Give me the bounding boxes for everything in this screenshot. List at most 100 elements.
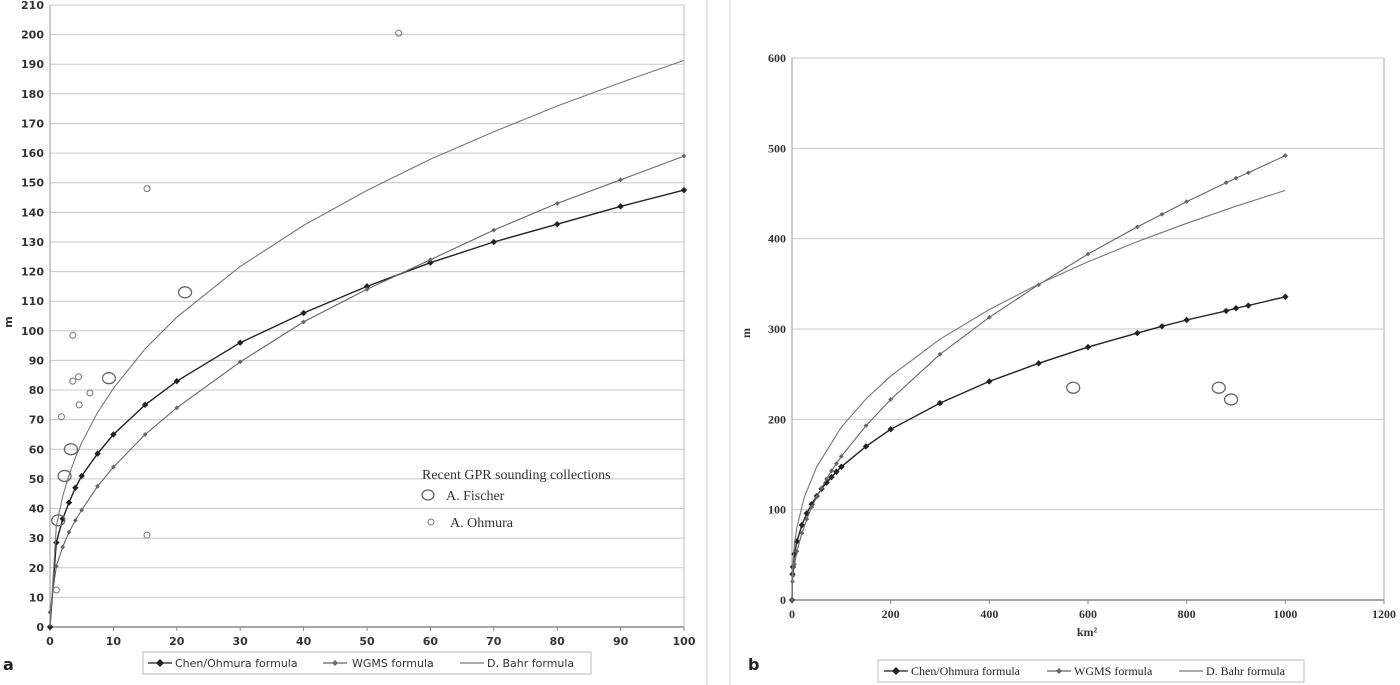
data-point-chen-ohmura-formula: [986, 378, 993, 385]
legend-item-bahr: D. Bahr formula: [487, 657, 574, 670]
data-point-wgms-formula: [863, 423, 869, 429]
data-point-wgms-formula: [834, 461, 839, 466]
data-point-wgms-formula: [824, 476, 829, 482]
data-point-wgms-formula: [1184, 199, 1190, 205]
data-point-chen-ohmura-formula: [828, 473, 835, 481]
scatter-point-a-fischer: [1223, 393, 1239, 406]
panel-label-b: b: [748, 655, 759, 674]
data-point-wgms-formula: [814, 494, 820, 500]
y-tick-label: 80: [29, 384, 45, 397]
scatter-point-a-fischer: [1211, 381, 1226, 394]
x-tick-label: 70: [486, 635, 502, 648]
scatter-point-a-ohmura: [52, 586, 60, 594]
data-point-wgms-formula: [428, 257, 433, 263]
data-point-wgms-formula: [799, 530, 805, 536]
y-tick-label: 140: [21, 206, 44, 219]
data-point-chen-ohmura-formula: [1134, 329, 1141, 337]
y-tick-label: 120: [21, 266, 44, 279]
data-point-chen-ohmura-formula: [1282, 293, 1289, 300]
data-point-chen-ohmura-formula: [862, 443, 870, 450]
ohmura-legend-marker: [427, 518, 435, 526]
x-tick-label: 0: [789, 607, 795, 621]
data-point-chen-ohmura-formula: [72, 484, 79, 491]
scatter-point-a-fischer: [57, 469, 72, 483]
data-point-chen-ohmura-formula: [237, 339, 244, 346]
data-point-chen-ohmura-formula: [53, 539, 60, 546]
data-point-wgms-formula: [491, 227, 497, 233]
data-point-chen-ohmura-formula: [798, 521, 806, 529]
x-tick-label: 1200: [1372, 607, 1396, 621]
y-axis-label-a: m: [2, 316, 15, 327]
x-tick-label: 800: [1178, 607, 1196, 621]
y-tick-label: 300: [768, 322, 786, 336]
scatter-point-a-ohmura: [69, 377, 77, 385]
scatter-point-a-fischer: [51, 514, 66, 527]
y-tick-label: 180: [21, 88, 44, 101]
series-line-chen-ohmura-formula: [49, 189, 685, 628]
data-point-chen-ohmura-formula: [554, 220, 561, 228]
panel-label-a: a: [3, 655, 14, 674]
data-point-wgms-formula: [111, 464, 116, 470]
y-tick-label: 10: [29, 591, 45, 604]
y-tick-label: 200: [768, 412, 786, 426]
y-tick-label: 210: [21, 0, 44, 12]
y-tick-label: 20: [29, 562, 45, 575]
y-tick-label: 100: [21, 325, 44, 338]
data-point-wgms-formula: [53, 563, 59, 569]
data-point-chen-ohmura-formula: [1158, 323, 1166, 330]
data-point-chen-ohmura-formula: [936, 399, 944, 407]
data-point-wgms-formula: [1036, 282, 1042, 288]
data-point-wgms-formula: [809, 504, 815, 510]
y-tick-label: 600: [768, 51, 786, 65]
series-line-d-bahr-formula: [49, 59, 685, 628]
data-point-chen-ohmura-formula: [617, 203, 624, 210]
data-point-chen-ohmura-formula: [808, 501, 815, 508]
data-point-wgms-formula: [1245, 170, 1251, 176]
data-point-wgms-formula: [794, 548, 800, 554]
data-point-wgms-formula: [790, 573, 796, 579]
data-point-wgms-formula: [60, 544, 66, 550]
chen-ohmura-legend-marker: [892, 667, 900, 675]
y-tick-label: 30: [29, 532, 45, 545]
data-point-chen-ohmura-formula: [300, 309, 307, 317]
data-point-wgms-formula: [937, 351, 943, 357]
chart-panel-a: 0102030405060708090100110120130140150160…: [21, 0, 696, 648]
scatter-point-a-ohmura: [143, 185, 151, 193]
x-tick-label: 30: [233, 635, 249, 648]
data-point-wgms-formula: [1282, 153, 1288, 158]
y-tick-label: 100: [768, 503, 786, 517]
y-tick-label: 150: [21, 177, 44, 190]
data-point-wgms-formula: [142, 432, 148, 437]
x-tick-label: 200: [882, 607, 900, 621]
y-tick-label: 90: [29, 354, 45, 367]
data-point-wgms-formula: [66, 529, 72, 535]
chart-panel-b: 0 100 200 300 400 500 600 0 200 400 600 800 1000 1200: [768, 51, 1396, 621]
data-point-chen-ohmura-formula: [833, 468, 840, 475]
y-tick-label: 0: [780, 593, 786, 607]
legend-item-wgms: WGMS formula: [352, 657, 434, 670]
scatter-point-a-ohmura: [86, 389, 94, 397]
data-point-chen-ohmura-formula: [1232, 305, 1240, 312]
legend-item-wgms: WGMS formula: [1074, 664, 1153, 678]
scatter-point-a-fischer: [63, 443, 79, 456]
data-point-chen-ohmura-formula: [1035, 360, 1042, 367]
data-point-wgms-formula: [618, 177, 623, 183]
x-tick-label: 80: [550, 635, 566, 648]
x-tick-label: 50: [359, 635, 375, 648]
data-point-chen-ohmura-formula: [1084, 343, 1092, 351]
wgms-legend-marker: [1056, 668, 1062, 674]
data-point-chen-ohmura-formula: [110, 431, 117, 438]
data-point-wgms-formula: [301, 319, 306, 325]
x-tick-label: 600: [1079, 607, 1097, 621]
scatter-point-a-ohmura: [75, 401, 83, 409]
data-point-wgms-formula: [95, 483, 100, 489]
y-tick-label: 130: [21, 236, 44, 249]
data-point-wgms-formula: [986, 314, 992, 320]
x-tick-label: 100: [673, 635, 696, 648]
y-tick-label: 70: [29, 414, 45, 427]
scatter-point-a-ohmura: [395, 29, 403, 37]
data-point-chen-ohmura-formula: [78, 472, 85, 480]
gpr-annotation-title: Recent GPR sounding collections: [422, 468, 611, 483]
data-point-chen-ohmura-formula: [94, 450, 101, 457]
